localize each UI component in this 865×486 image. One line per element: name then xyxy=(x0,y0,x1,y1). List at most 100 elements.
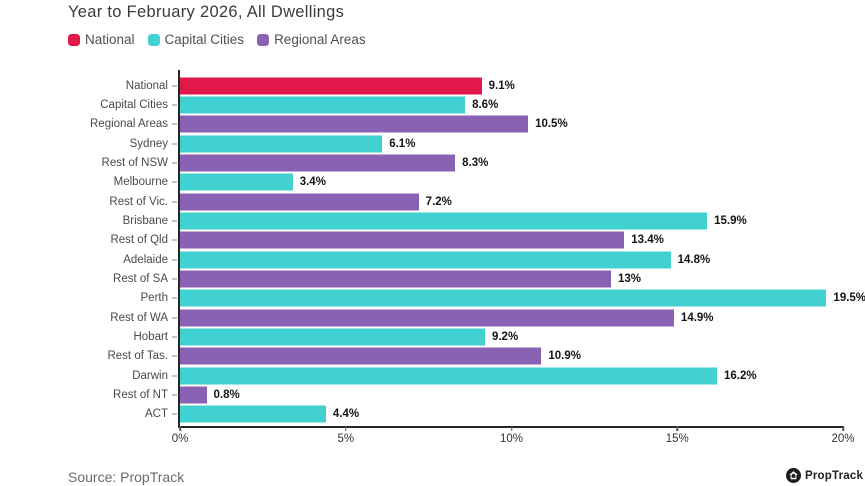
bar xyxy=(180,367,718,385)
legend-swatch xyxy=(257,33,270,46)
x-tick-label: 10% xyxy=(499,433,524,445)
category-label: Sydney xyxy=(129,137,168,150)
x-tick-label: 15% xyxy=(665,433,689,445)
category-label: Melbourne xyxy=(113,176,168,189)
category-label: Rest of Tas. xyxy=(107,350,168,363)
value-label: 10.5% xyxy=(535,118,568,131)
bar-row: Rest of Qld 13.4% xyxy=(110,231,843,250)
bar-row: Sydney 6.1% xyxy=(130,134,843,153)
category-label: Rest of NT xyxy=(113,388,168,401)
x-tick xyxy=(510,426,513,431)
legend-swatch xyxy=(147,33,160,46)
bar-row: Rest of Vic. 7.2% xyxy=(109,192,843,211)
bar-row: Rest of Tas. 10.9% xyxy=(107,347,843,366)
bar xyxy=(180,347,542,365)
bar xyxy=(180,405,326,423)
y-tick xyxy=(172,85,177,87)
x-tick xyxy=(179,426,181,431)
bar xyxy=(180,173,293,191)
bar xyxy=(180,289,827,307)
value-label: 6.1% xyxy=(389,137,416,150)
category-label: Rest of Qld xyxy=(110,234,168,247)
value-label: 15.9% xyxy=(714,214,747,227)
y-tick xyxy=(172,278,177,280)
y-tick xyxy=(172,143,177,145)
x-tick xyxy=(842,426,844,431)
category-label: Darwin xyxy=(132,369,168,382)
bar xyxy=(180,77,482,95)
bar-row: Rest of NSW 8.3% xyxy=(102,153,843,172)
x-tick-label: 20% xyxy=(831,433,855,445)
value-label: 8.6% xyxy=(472,98,499,111)
bar-row: Adelaide 14.8% xyxy=(123,250,843,269)
brand-text: PropTrack xyxy=(805,469,864,482)
bar-row: National 9.1% xyxy=(126,76,843,95)
legend-label: Capital Cities xyxy=(164,32,245,47)
y-tick xyxy=(172,162,177,164)
category-label: Adelaide xyxy=(123,253,168,266)
bar xyxy=(180,135,383,153)
category-label: Capital Cities xyxy=(100,98,168,111)
category-label: ACT xyxy=(145,408,168,421)
y-tick xyxy=(172,201,177,203)
bar-row: Hobart 9.2% xyxy=(133,327,843,346)
bar xyxy=(180,328,485,346)
category-label: Rest of SA xyxy=(113,272,168,285)
bar-row: Melbourne 3.4% xyxy=(114,173,843,192)
legend-label: Regional Areas xyxy=(274,32,366,47)
legend: National Capital Cities Regional Areas xyxy=(68,32,366,47)
bar xyxy=(180,115,529,133)
value-label: 10.9% xyxy=(548,350,581,363)
y-tick xyxy=(172,317,177,319)
value-label: 14.8% xyxy=(677,253,711,266)
value-label: 7.2% xyxy=(425,195,452,208)
value-label: 14.9% xyxy=(680,311,714,324)
bar xyxy=(180,231,625,249)
category-label: Hobart xyxy=(133,330,168,343)
x-tick-label: 0% xyxy=(171,433,189,445)
bar-row: Rest of WA 14.9% xyxy=(110,308,843,327)
y-tick xyxy=(172,375,177,377)
x-tick xyxy=(676,426,678,431)
plot-area: National 9.1% Capital Cities 8.6% Regional A… xyxy=(90,70,865,445)
bar xyxy=(180,212,708,230)
value-label: 19.5% xyxy=(833,292,865,305)
value-label: 0.8% xyxy=(213,388,240,401)
x-tick-label: 5% xyxy=(337,433,355,445)
bar-row: Brisbane 15.9% xyxy=(123,211,843,230)
brand-logo: PropTrack xyxy=(786,468,863,483)
category-label: Rest of Vic. xyxy=(109,195,168,208)
bar xyxy=(180,193,419,211)
category-label: Rest of NSW xyxy=(101,156,168,169)
value-label: 13% xyxy=(617,272,641,285)
bar-row: Darwin 16.2% xyxy=(132,366,843,385)
y-tick xyxy=(172,181,177,183)
y-tick xyxy=(172,104,177,106)
value-label: 8.3% xyxy=(462,156,489,169)
value-label: 4.4% xyxy=(332,408,360,421)
bar-row: Rest of NT 0.8% xyxy=(113,385,843,404)
category-label: Brisbane xyxy=(122,214,168,227)
bar-row: Capital Cities 8.6% xyxy=(100,95,843,114)
y-tick xyxy=(172,220,177,222)
y-tick xyxy=(172,336,177,338)
y-tick xyxy=(172,259,177,261)
bar-row: Rest of SA 13% xyxy=(113,269,843,288)
y-tick xyxy=(172,394,177,396)
value-label: 9.1% xyxy=(488,79,515,92)
bar-row: Regional Areas 10.5% xyxy=(90,115,843,134)
y-tick xyxy=(172,239,177,241)
value-label: 13.4% xyxy=(631,234,664,247)
value-label: 3.4% xyxy=(299,176,326,189)
y-tick xyxy=(172,355,177,357)
bar-row: ACT 4.4% xyxy=(145,405,843,424)
source-note: Source: PropTrack xyxy=(68,469,185,485)
legend-item: Capital Cities xyxy=(147,32,245,47)
bar xyxy=(180,251,671,269)
bar xyxy=(180,386,207,404)
category-label: Perth xyxy=(140,292,169,305)
category-label: National xyxy=(125,79,168,92)
plot-rows: National 9.1% Capital Cities 8.6% Regional A… xyxy=(90,76,865,424)
legend-swatch xyxy=(68,33,80,46)
